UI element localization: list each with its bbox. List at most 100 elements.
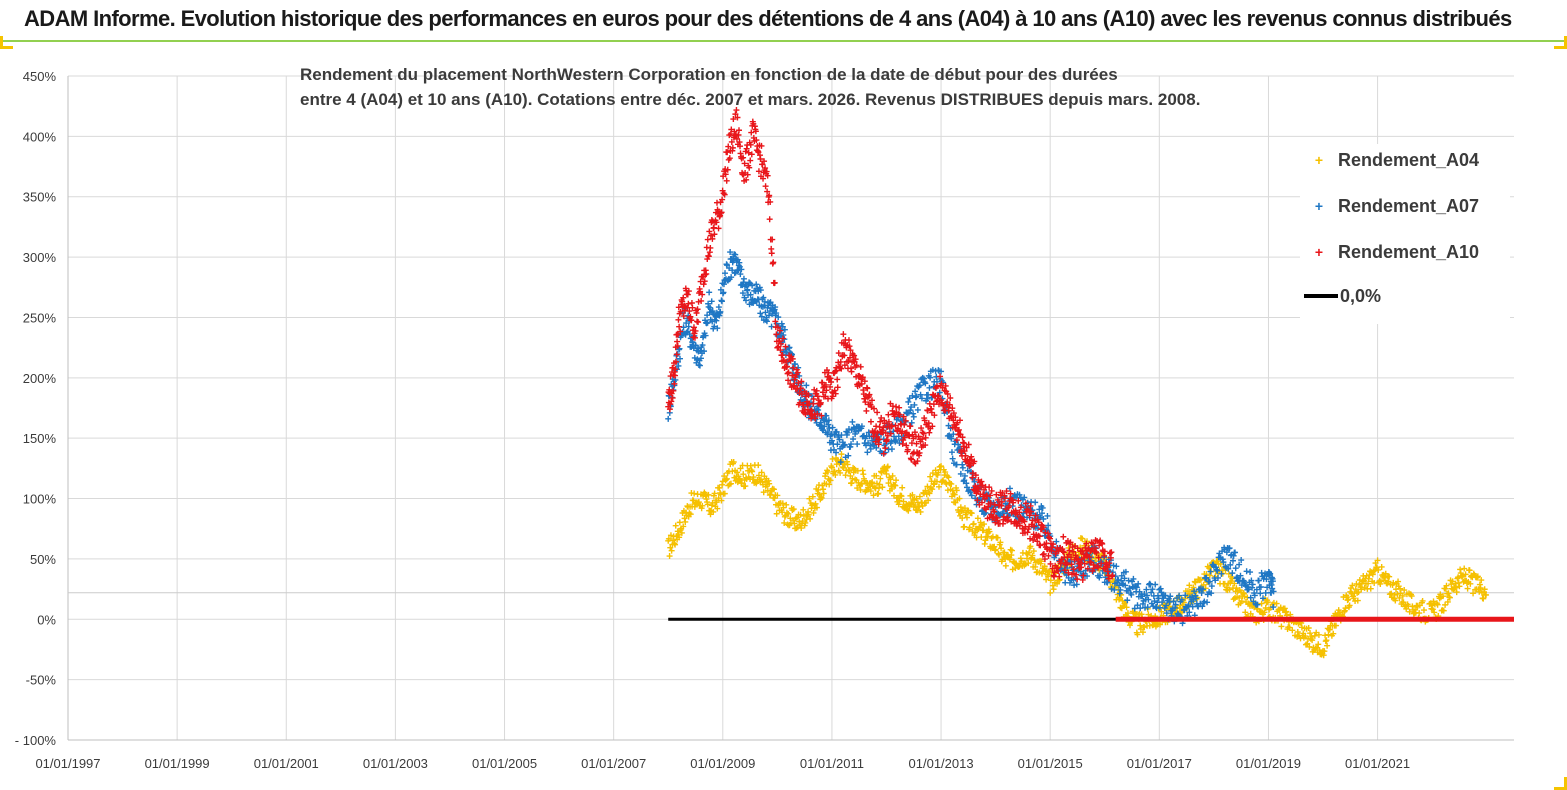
data-point — [1311, 632, 1318, 639]
data-point — [882, 445, 889, 452]
data-point — [825, 369, 832, 376]
data-point — [969, 470, 976, 477]
data-point — [1089, 540, 1096, 547]
data-point — [707, 304, 714, 311]
data-point — [723, 177, 730, 184]
data-point — [696, 362, 703, 369]
data-point — [1371, 579, 1378, 586]
data-point — [743, 176, 750, 183]
data-point — [796, 399, 803, 406]
data-point — [1003, 488, 1010, 495]
data-point — [876, 436, 883, 443]
data-point — [1446, 594, 1453, 601]
data-point — [834, 441, 841, 448]
data-point — [1248, 577, 1255, 584]
data-point — [938, 463, 945, 470]
data-point — [1218, 570, 1225, 577]
data-point — [1141, 624, 1148, 631]
data-point — [1192, 579, 1199, 586]
data-point — [996, 551, 1003, 558]
data-point — [813, 504, 820, 511]
data-point — [959, 464, 966, 471]
data-point — [740, 275, 747, 282]
data-point — [961, 523, 968, 530]
data-point — [1001, 549, 1008, 556]
data-point — [766, 192, 773, 199]
data-point — [857, 363, 864, 370]
data-point — [916, 382, 923, 389]
data-point — [1135, 580, 1142, 587]
data-point — [698, 297, 705, 304]
data-point — [823, 387, 830, 394]
data-point — [926, 490, 933, 497]
data-point — [767, 299, 774, 306]
x-tick-label: 01/01/2015 — [1018, 756, 1083, 771]
data-point — [945, 474, 952, 481]
data-point — [1131, 605, 1138, 612]
data-point — [1464, 585, 1471, 592]
data-point — [755, 168, 762, 175]
data-point — [800, 506, 807, 513]
data-point — [922, 487, 929, 494]
chart-title: Rendement du placement NorthWestern Corp… — [300, 62, 1201, 112]
legend-marker-zero — [1304, 294, 1338, 298]
data-point — [1278, 623, 1285, 630]
data-point — [805, 511, 812, 518]
data-point — [1133, 584, 1140, 591]
data-point — [838, 451, 845, 458]
data-point — [758, 313, 765, 320]
data-point — [817, 399, 824, 406]
data-point — [986, 484, 993, 491]
data-point — [1029, 552, 1036, 559]
data-point — [1400, 599, 1407, 606]
data-point — [685, 300, 692, 307]
data-point — [925, 497, 932, 504]
data-point — [1128, 591, 1135, 598]
data-point — [669, 394, 676, 401]
data-point — [779, 335, 786, 342]
x-tick-label: 01/01/2005 — [472, 756, 537, 771]
chart-title-line-1: Rendement du placement NorthWestern Corp… — [300, 65, 1118, 84]
data-point — [711, 231, 718, 238]
data-point — [1021, 494, 1028, 501]
x-tick-label: 01/01/2019 — [1236, 756, 1301, 771]
data-point — [936, 389, 943, 396]
data-point — [734, 256, 741, 263]
data-point — [1270, 604, 1277, 611]
y-tick-label: 350% — [23, 190, 57, 205]
y-tick-label: 200% — [23, 371, 57, 386]
data-point — [1206, 578, 1213, 585]
data-point — [1443, 582, 1450, 589]
data-point — [1231, 580, 1238, 587]
data-point — [809, 493, 816, 500]
data-point — [773, 331, 780, 338]
data-point — [1236, 594, 1243, 601]
data-point — [858, 380, 865, 387]
data-point — [1170, 598, 1177, 605]
data-point — [699, 342, 706, 349]
data-point — [885, 480, 892, 487]
data-point — [913, 440, 920, 447]
data-point — [1015, 497, 1022, 504]
data-point — [1027, 543, 1034, 550]
data-point — [832, 390, 839, 397]
data-point — [917, 391, 924, 398]
chart-title-line-2: entre 4 (A04) et 10 ans (A10). Cotations… — [300, 90, 1201, 109]
data-point — [774, 324, 781, 331]
data-point — [883, 470, 890, 477]
data-point — [841, 442, 848, 449]
data-point — [738, 480, 745, 487]
data-point — [774, 344, 781, 351]
data-point — [738, 266, 745, 273]
data-point — [1159, 599, 1166, 606]
data-point — [879, 484, 886, 491]
data-point — [713, 219, 720, 226]
data-point — [1263, 576, 1270, 583]
data-point — [1024, 529, 1031, 536]
data-point — [1461, 565, 1468, 572]
data-point — [883, 436, 890, 443]
data-point — [1286, 624, 1293, 631]
data-point — [904, 446, 911, 453]
data-point — [841, 352, 848, 359]
x-tick-label: 01/01/2007 — [581, 756, 646, 771]
